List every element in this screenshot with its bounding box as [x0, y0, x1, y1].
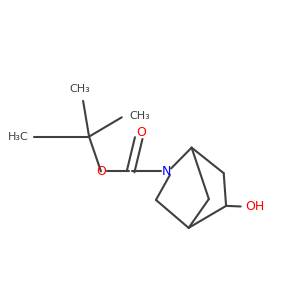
Text: H₃C: H₃C [8, 132, 29, 142]
Text: N: N [162, 165, 171, 178]
Text: O: O [136, 126, 146, 139]
Text: CH₃: CH₃ [129, 111, 150, 121]
Text: O: O [96, 165, 106, 178]
Text: CH₃: CH₃ [70, 84, 91, 94]
Text: OH: OH [245, 200, 264, 213]
